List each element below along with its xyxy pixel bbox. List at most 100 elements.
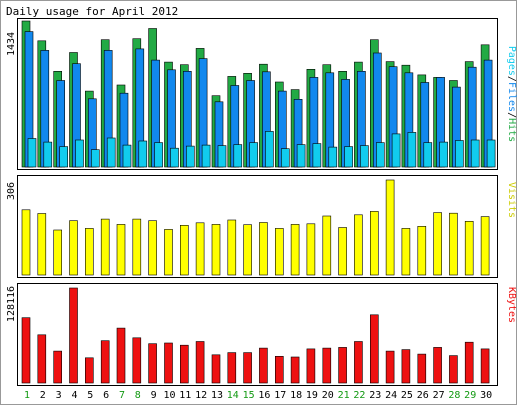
visits-bar-day-13 — [211, 224, 221, 276]
visits-bar-day-23 — [369, 211, 379, 276]
legend-sep-1: / — [506, 76, 517, 82]
legend-hits: Hits — [506, 118, 517, 142]
kbytes-bar-day-20 — [322, 347, 332, 384]
pages-bar-day-1 — [27, 138, 37, 168]
pages-bar-day-25 — [407, 132, 417, 168]
pages-bar-day-9 — [154, 142, 163, 168]
kbytes-bars — [21, 287, 490, 384]
kbytes-bar-day-27 — [433, 347, 442, 384]
pages-bar-day-16 — [265, 131, 274, 168]
kbytes-bar-day-3 — [53, 350, 63, 384]
pages-bar-day-6 — [106, 137, 116, 168]
pages-bar-day-21 — [344, 146, 353, 168]
kbytes-bar-day-18 — [290, 356, 300, 384]
pages-bar-day-3 — [59, 146, 69, 168]
day-label-28: 28 — [448, 390, 460, 401]
visits-bar-day-25 — [401, 228, 411, 276]
pages-bar-day-5 — [91, 149, 100, 168]
pages-bar-day-10 — [170, 147, 179, 168]
panel-kbytes-ymax-label: 128116 — [6, 286, 17, 322]
pages-bar-day-17 — [280, 148, 290, 168]
kbytes-bar-day-11 — [180, 344, 189, 384]
kbytes-bar-day-17 — [274, 355, 284, 384]
pages-bar-day-7 — [122, 144, 132, 168]
pages-bar-day-23 — [375, 142, 385, 168]
panel-kbytes-right-label: KBytes — [506, 287, 517, 323]
visits-bar-day-21 — [338, 227, 347, 276]
pages-bar-day-24 — [391, 133, 401, 168]
day-label-22: 22 — [353, 390, 365, 401]
pages-bar-day-30 — [486, 139, 496, 168]
kbytes-bar-day-25 — [401, 349, 411, 384]
day-label-27: 27 — [433, 390, 445, 401]
pages-bar-day-12 — [201, 144, 211, 168]
visits-bar-day-18 — [290, 224, 300, 276]
day-label-4: 4 — [71, 390, 77, 401]
visits-bar-day-30 — [480, 216, 490, 276]
pages-bar-day-11 — [186, 145, 195, 168]
visits-bar-day-19 — [306, 223, 316, 276]
day-label-10: 10 — [163, 390, 175, 401]
visits-bar-day-15 — [243, 224, 252, 276]
panel-kbytes-border — [17, 283, 498, 386]
legend-pages: Pages — [506, 46, 517, 76]
panel-visits-ymax-label: 306 — [6, 182, 17, 200]
day-label-15: 15 — [243, 390, 255, 401]
kbytes-bar-day-24 — [385, 350, 395, 384]
visits-bars — [21, 179, 490, 276]
day-label-14: 14 — [227, 390, 239, 401]
day-label-19: 19 — [306, 390, 318, 401]
panel-kbytes: 128116 KBytes — [6, 283, 517, 386]
visits-bar-day-22 — [354, 214, 363, 276]
day-label-11: 11 — [179, 390, 191, 401]
kbytes-bar-day-10 — [164, 342, 173, 384]
kbytes-bar-day-12 — [195, 341, 205, 384]
pages-bar-day-14 — [233, 144, 243, 168]
pages-bar-day-2 — [43, 141, 53, 168]
day-label-6: 6 — [103, 390, 109, 401]
visits-bar-day-2 — [37, 213, 47, 276]
day-label-24: 24 — [385, 390, 397, 401]
day-label-2: 2 — [40, 390, 46, 401]
day-label-16: 16 — [258, 390, 270, 401]
pages-bar-day-8 — [138, 140, 148, 168]
kbytes-bar-day-29 — [464, 341, 474, 384]
day-label-8: 8 — [135, 390, 141, 401]
pages-bar-day-28 — [455, 140, 464, 168]
day-label-13: 13 — [211, 390, 223, 401]
chart-title: Daily usage for April 2012 — [6, 5, 178, 18]
day-label-7: 7 — [119, 390, 125, 401]
pages-bar-day-13 — [217, 145, 227, 168]
visits-bar-day-28 — [449, 212, 458, 276]
pages-bar-day-20 — [328, 146, 338, 168]
panel-visits-border — [17, 175, 498, 278]
visits-bar-day-1 — [21, 209, 31, 276]
visits-bar-day-8 — [132, 218, 142, 276]
panel-visits: 306 Visits — [6, 175, 517, 278]
kbytes-bar-day-19 — [306, 348, 316, 384]
panel-visits-right-label: Visits — [506, 182, 517, 218]
visits-bar-day-14 — [227, 219, 237, 276]
visits-bar-day-16 — [259, 222, 268, 276]
hits-files-pages-bars — [21, 20, 496, 168]
kbytes-bar-day-28 — [449, 355, 458, 384]
pages-bar-day-27 — [439, 141, 448, 168]
pages-bar-day-15 — [249, 142, 258, 168]
visits-bar-day-6 — [100, 218, 110, 276]
visits-bar-day-9 — [148, 220, 157, 276]
visits-bar-day-12 — [195, 222, 205, 276]
kbytes-bar-day-1 — [21, 317, 31, 384]
pages-bar-day-22 — [360, 145, 369, 168]
kbytes-bar-day-13 — [211, 354, 221, 384]
day-label-17: 17 — [274, 390, 286, 401]
kbytes-bar-day-9 — [148, 343, 157, 384]
pages-bar-day-4 — [75, 139, 84, 168]
day-label-1: 1 — [24, 390, 30, 401]
kbytes-bar-day-14 — [227, 352, 237, 384]
kbytes-bar-day-2 — [37, 334, 47, 384]
day-label-12: 12 — [195, 390, 207, 401]
day-label-9: 9 — [151, 390, 157, 401]
day-label-18: 18 — [290, 390, 302, 401]
kbytes-bar-day-16 — [259, 347, 268, 384]
panel-hits-ymax-label: 1434 — [6, 32, 17, 56]
